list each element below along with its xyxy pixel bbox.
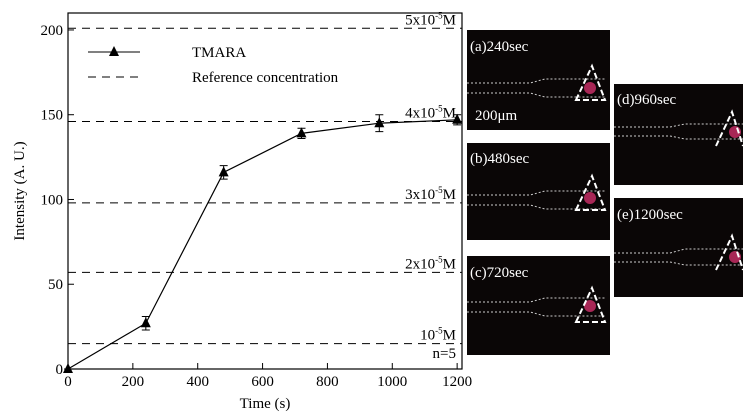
- legend-label: TMARA: [192, 45, 246, 61]
- panel-label: (e)1200sec: [617, 207, 683, 223]
- x-tick-label: 1000: [377, 374, 407, 390]
- reference-label: 5x10-5M: [405, 10, 456, 28]
- y-axis-label: Intensity (A. U.): [12, 141, 28, 240]
- marker-triangle: [715, 233, 743, 271]
- label-exponent: -5: [435, 326, 443, 336]
- panel: (b)480sec: [467, 143, 610, 240]
- label-suffix: M: [443, 105, 456, 121]
- label-suffix: M: [443, 12, 456, 28]
- data-point: [374, 117, 385, 128]
- label-exponent: -5: [435, 10, 443, 20]
- series-line: [67, 119, 458, 370]
- panel-label: (d)960sec: [617, 92, 676, 108]
- reference-label: 2x10-5M: [405, 254, 456, 272]
- fluorescence: [584, 300, 596, 312]
- panel-label: (c)720sec: [470, 265, 529, 281]
- label-suffix: M: [443, 187, 456, 203]
- label-base: 4x10: [405, 105, 435, 121]
- x-tick-label: 600: [251, 374, 274, 390]
- legend-marker: [109, 46, 119, 56]
- data-point: [140, 317, 151, 328]
- marker-triangle: [715, 109, 743, 147]
- channel-outline: [467, 297, 605, 317]
- x-tick-label: 200: [122, 374, 145, 390]
- label-base: 5x10: [405, 12, 435, 28]
- x-tick-label: 1200: [442, 374, 472, 390]
- y-tick-label: 150: [41, 108, 64, 124]
- reference-label: 10-5M: [420, 326, 456, 344]
- legend: TMARA Reference concentration: [88, 45, 339, 86]
- data-point: [452, 113, 463, 124]
- label-suffix: M: [443, 328, 456, 344]
- marker-triangle: [574, 285, 607, 323]
- label-exponent: -5: [435, 254, 443, 264]
- panel-label: (a)240sec: [470, 39, 529, 55]
- channel-outline: [614, 248, 743, 266]
- y-tick-label: 0: [56, 362, 64, 378]
- label-base: 10: [420, 328, 435, 344]
- panel: (e)1200sec: [614, 198, 743, 297]
- y-tick-label: 50: [48, 277, 63, 293]
- panel: (a)240sec 200μm: [467, 30, 610, 130]
- x-tick-label: 800: [316, 374, 339, 390]
- label-base: 3x10: [405, 187, 435, 203]
- label-base: 2x10: [405, 256, 435, 272]
- marker-triangle: [574, 63, 607, 101]
- plot-frame: [67, 12, 463, 370]
- channel-outline: [467, 78, 605, 98]
- label-exponent: -5: [435, 103, 443, 113]
- fluorescence: [584, 82, 596, 94]
- marker-triangle: [574, 173, 607, 211]
- reference-label: 4x10-5M: [405, 103, 456, 121]
- fluorescence: [584, 192, 596, 204]
- label-suffix: M: [443, 256, 456, 272]
- panel-label: (b)480sec: [470, 151, 529, 167]
- panel: (c)720sec: [467, 256, 610, 355]
- micrograph: [614, 198, 743, 297]
- micrograph: [467, 143, 610, 240]
- x-tick-label: 0: [64, 374, 72, 390]
- y-tick-label: 100: [41, 192, 64, 208]
- legend-label: Reference concentration: [192, 70, 339, 86]
- x-tick-label: 400: [186, 374, 209, 390]
- channel-outline: [614, 123, 743, 140]
- y-tick-label: 200: [41, 23, 64, 39]
- label-exponent: -5: [435, 185, 443, 195]
- data-point: [218, 166, 229, 177]
- reference-label: 3x10-5M: [405, 185, 456, 203]
- channel-outline: [467, 190, 605, 210]
- annotation: n=5: [433, 346, 456, 362]
- data-point: [296, 127, 307, 138]
- panel: (d)960sec: [614, 84, 743, 185]
- scale-bar-label: 200μm: [475, 108, 518, 124]
- x-axis-label: Time (s): [240, 396, 291, 412]
- data-point: [63, 363, 73, 373]
